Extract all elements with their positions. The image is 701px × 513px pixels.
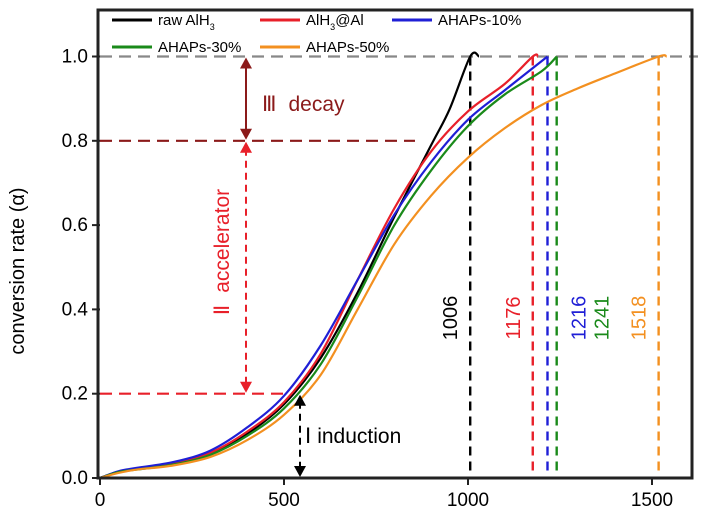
y-axis-label: conversion rate (α) bbox=[7, 187, 29, 354]
series-line bbox=[99, 55, 549, 480]
accelerator-arrow-head bbox=[240, 141, 252, 153]
y-tick-label: 0.4 bbox=[62, 299, 89, 320]
x-tick-label: 500 bbox=[268, 490, 300, 511]
induction-arrow-head bbox=[294, 394, 306, 406]
legend-label: AHAPs-50% bbox=[306, 39, 389, 56]
marker-label: 1241 bbox=[592, 296, 614, 341]
induction-arrow-head bbox=[294, 466, 306, 477]
threshold-lines bbox=[100, 55, 698, 395]
decay-arrow-head bbox=[240, 128, 252, 140]
marker-label: 1006 bbox=[440, 296, 462, 341]
axes: 0 500 1000 1500 0.0 0.2 0.4 0.6 0.8 1.0 bbox=[62, 47, 674, 512]
x-tick-label: 1000 bbox=[447, 490, 489, 511]
legend-label: raw AlH3 bbox=[158, 12, 215, 32]
marker-label: 1176 bbox=[503, 296, 525, 339]
y-tick-label: 0.6 bbox=[62, 215, 88, 236]
legend-label: AlH3@Al bbox=[306, 12, 364, 32]
x-tick-label: 1500 bbox=[631, 490, 673, 511]
legend-label: AHAPs-10% bbox=[438, 12, 521, 29]
accelerator-label: Ⅱaccelerator bbox=[210, 189, 234, 315]
x-tick-label: 0 bbox=[95, 490, 106, 511]
legend: raw AlH3 AlH3@Al AHAPs-10% AHAPs-30% AHAPs-5… bbox=[112, 12, 521, 56]
y-tick-label: 0.8 bbox=[62, 131, 88, 152]
y-tick-label: 0.2 bbox=[62, 384, 88, 405]
y-tick-label: 1.0 bbox=[62, 47, 88, 68]
decay-arrow-head bbox=[240, 57, 252, 69]
plot-frame bbox=[96, 8, 694, 480]
y-tick-label: 0.0 bbox=[62, 468, 88, 489]
marker-label: 1216 bbox=[568, 296, 590, 341]
series-lines bbox=[99, 51, 668, 480]
series-line bbox=[99, 54, 668, 480]
legend-label: AHAPs-30% bbox=[158, 39, 241, 56]
accelerator-arrow-head bbox=[240, 381, 252, 393]
time-markers: 1006 1176 1216 1241 1518 bbox=[440, 56, 660, 478]
marker-label: 1518 bbox=[629, 296, 651, 341]
